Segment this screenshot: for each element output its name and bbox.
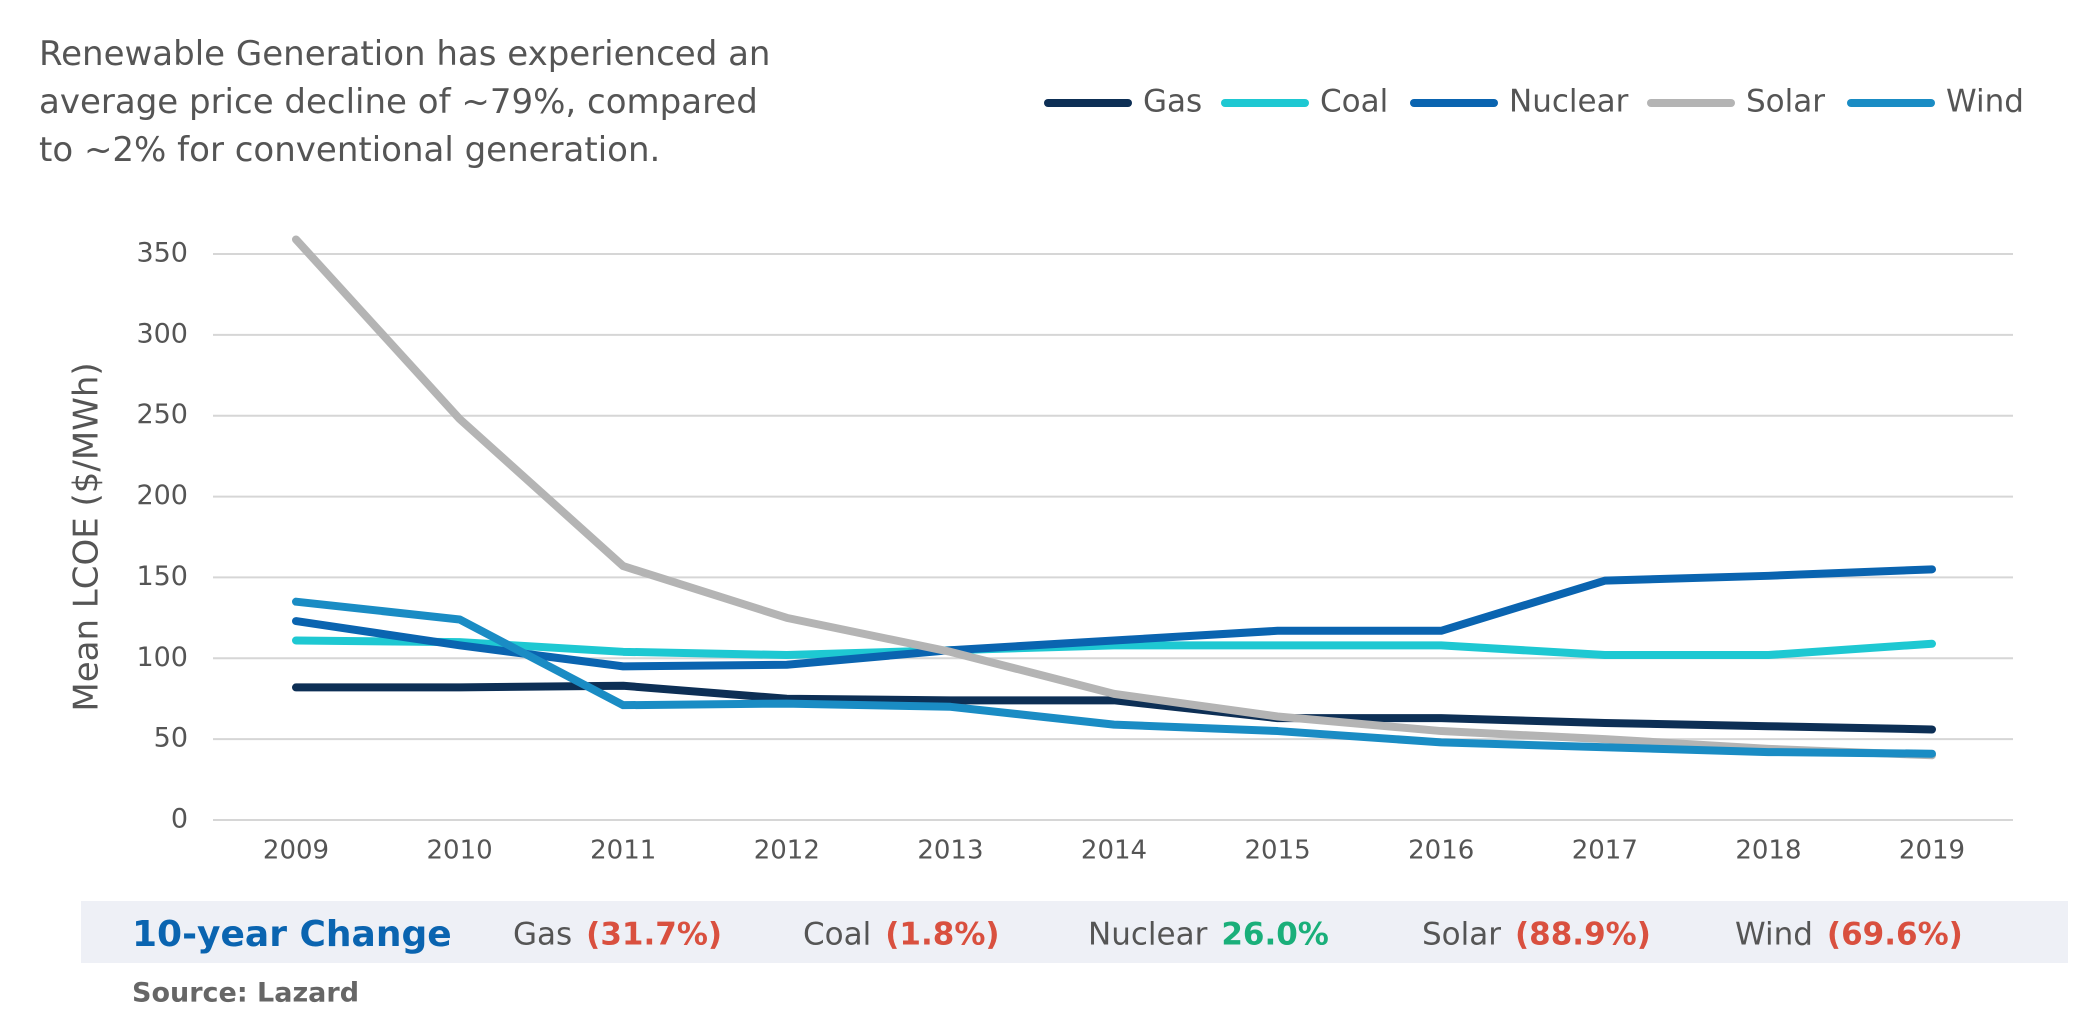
- change-value: (31.7%): [586, 917, 722, 953]
- legend-label: Solar: [1746, 84, 1825, 120]
- series-line: [292, 235, 1936, 760]
- change-strip: [81, 901, 2068, 963]
- change-value: (1.8%): [885, 917, 999, 953]
- legend-label: Wind: [1946, 84, 2024, 120]
- change-name: Nuclear: [1088, 917, 1208, 953]
- change-name: Wind: [1735, 917, 1813, 953]
- x-tick-label: 2019: [1899, 836, 1965, 866]
- series-line: [292, 597, 1936, 758]
- change-value: (69.6%): [1827, 917, 1963, 953]
- change-name: Solar: [1422, 917, 1501, 953]
- x-tick-label: 2018: [1735, 836, 1801, 866]
- series-line: [292, 565, 1936, 671]
- x-tick-label: 2015: [1245, 836, 1311, 866]
- legend-label: Gas: [1143, 84, 1202, 120]
- y-tick-label: 200: [136, 480, 188, 511]
- legend-label: Nuclear: [1509, 84, 1629, 120]
- series-line: [292, 636, 1936, 660]
- source: Source: Lazard: [132, 978, 359, 1009]
- x-tick-label: 2009: [263, 836, 329, 866]
- x-tick-label: 2012: [754, 836, 820, 866]
- x-tick-label: 2013: [917, 836, 983, 866]
- y-tick-label: 100: [136, 642, 188, 673]
- change-title: 10-year Change: [132, 914, 452, 955]
- x-tick-label: 2010: [427, 836, 493, 866]
- x-tick-label: 2014: [1081, 836, 1147, 866]
- y-tick-label: 300: [136, 318, 188, 349]
- series-line: [292, 681, 1936, 734]
- x-tick-label: 2011: [590, 836, 656, 866]
- legend-label: Coal: [1320, 84, 1388, 120]
- y-tick-label: 250: [136, 399, 188, 430]
- change-value: (88.9%): [1515, 917, 1651, 953]
- y-tick-label: 150: [136, 561, 188, 592]
- x-tick-label: 2017: [1572, 836, 1638, 866]
- y-tick-label: 50: [154, 723, 188, 754]
- change-value: 26.0%: [1221, 917, 1329, 953]
- x-tick-label: 2016: [1408, 836, 1474, 866]
- y-axis-label: Mean LCOE ($/MWh): [67, 362, 107, 711]
- change-name: Gas: [513, 917, 572, 953]
- y-tick-label: 0: [171, 804, 188, 835]
- y-tick-label: 350: [136, 238, 188, 269]
- change-name: Coal: [803, 917, 871, 953]
- chart-title: Renewable Generation has experienced an …: [39, 34, 771, 170]
